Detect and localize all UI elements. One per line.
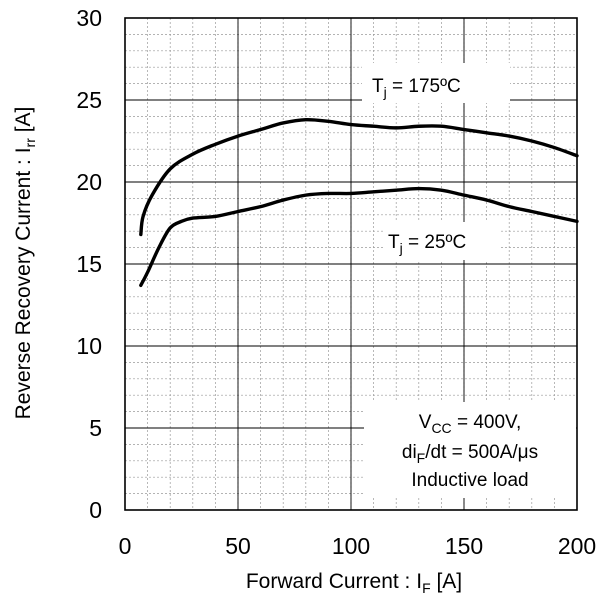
y-axis-title: Reverse Recovery Current : Irr [A] [12, 107, 38, 420]
y-axis-ticks: 0 5 10 15 20 25 30 [76, 5, 102, 523]
y-tick-label: 30 [76, 5, 102, 31]
x-tick-label: 50 [225, 533, 251, 559]
y-tick-label: 25 [76, 87, 102, 113]
conditions-box-bg [364, 402, 576, 498]
y-tick-label: 5 [89, 415, 102, 441]
condition-vcc: VCC = 400V, [419, 412, 521, 436]
series-label-tj175-bg [362, 63, 510, 103]
series-label-tj25: Tj = 25ºC [383, 222, 501, 260]
series-line-tj25 [139, 186, 579, 288]
x-axis-title: Forward Current : IF [A] [246, 570, 462, 596]
y-tick-label: 10 [76, 333, 102, 359]
y-tick-label: 20 [76, 169, 102, 195]
conditions-box: VCC = 400V, diF/dt = 500A/μs Inductive l… [364, 402, 576, 498]
series-label-tj175: Tj = 175ºC [362, 63, 510, 103]
series-label-tj25-bg [383, 222, 501, 260]
series-label-tj175-text: Tj = 175ºC [372, 76, 461, 100]
x-tick-label: 200 [558, 533, 596, 559]
x-tick-label: 0 [119, 533, 132, 559]
series-label-tj25-text: Tj = 25ºC [388, 232, 466, 256]
plot-frame [124, 17, 578, 511]
x-tick-label: 100 [332, 533, 370, 559]
x-axis-ticks: 0 50 100 150 200 [119, 533, 597, 559]
series-line-tj175 [139, 117, 579, 237]
y-tick-label: 0 [89, 497, 102, 523]
x-tick-label: 150 [445, 533, 483, 559]
series-lines [139, 117, 579, 288]
condition-load: Inductive load [411, 470, 528, 491]
condition-didt: diF/dt = 500A/μs [402, 442, 538, 466]
y-tick-label: 15 [76, 251, 102, 277]
